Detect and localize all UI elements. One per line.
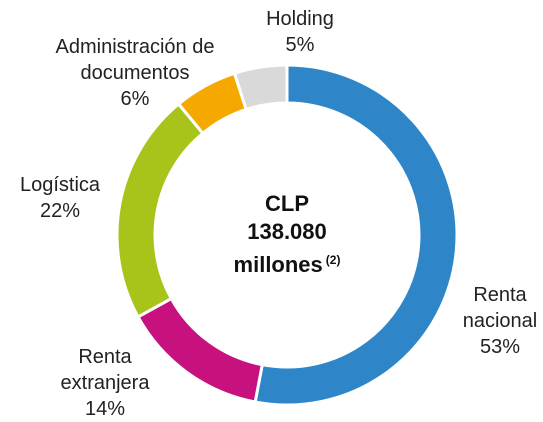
value-label: 14% <box>84 398 126 420</box>
center-text: CLP 138.080 millones (2) <box>187 190 387 279</box>
value-label: 53% <box>479 336 521 358</box>
center-line: CLP <box>265 191 309 216</box>
category-name: Administración de documentos <box>55 36 215 84</box>
footnote-marker: (2) <box>325 253 341 267</box>
value-label: 5% <box>285 34 315 56</box>
segment-label: Administración de documentos 6% <box>35 34 235 112</box>
donut-segment <box>253 63 459 407</box>
donut-segment <box>232 63 289 112</box>
segment-label: Logística 22% <box>0 172 120 224</box>
segment-label: Renta extranjera 14% <box>45 344 165 422</box>
value-label: 22% <box>39 200 81 222</box>
segment-label: Holding 5% <box>240 6 360 58</box>
category-name: Logística <box>19 174 101 196</box>
category-name: Renta nacional <box>462 284 538 332</box>
category-name: Holding <box>266 8 334 30</box>
center-line: millones (2) <box>233 252 341 277</box>
segment-label: Renta nacional 53% <box>450 282 543 360</box>
value-label: 6% <box>120 88 150 110</box>
center-line: 138.080 <box>247 219 327 244</box>
category-name: Renta extranjera <box>60 346 150 394</box>
